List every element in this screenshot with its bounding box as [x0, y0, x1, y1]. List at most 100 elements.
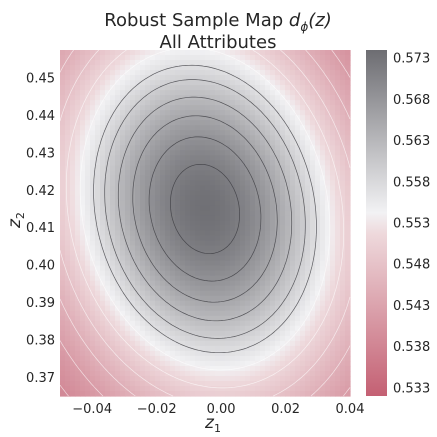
heatmap-cell	[110, 385, 116, 392]
heatmap-cell	[295, 55, 301, 61]
heatmap-cell	[110, 345, 116, 352]
heatmap-cell	[190, 290, 196, 297]
heatmap-cell	[190, 105, 196, 111]
heatmap-cell	[335, 335, 341, 342]
heatmap-cell	[75, 365, 81, 372]
heatmap-cell	[115, 275, 121, 282]
heatmap-cell	[115, 130, 121, 136]
heatmap-cell	[100, 240, 106, 247]
heatmap-cell	[205, 125, 211, 131]
heatmap-cell	[325, 70, 331, 76]
heatmap-cell	[90, 95, 96, 101]
heatmap-cell	[90, 175, 96, 181]
colorbar-tick-label: 0.553	[393, 217, 430, 232]
heatmap-cell	[95, 230, 101, 237]
heatmap-cell	[125, 135, 131, 141]
heatmap-cell	[115, 300, 121, 307]
heatmap-cell	[325, 145, 331, 151]
heatmap-cell	[190, 285, 196, 292]
heatmap-cell	[195, 310, 201, 317]
heatmap-cell	[325, 155, 331, 161]
heatmap-cell	[205, 275, 211, 282]
heatmap-cell	[80, 250, 86, 257]
heatmap-cell	[125, 295, 131, 302]
heatmap-cell	[150, 165, 156, 171]
heatmap-cell	[160, 265, 166, 272]
heatmap-cell	[285, 295, 291, 302]
heatmap-cell	[190, 315, 196, 322]
heatmap-cell	[60, 230, 66, 237]
heatmap-cell	[160, 185, 166, 191]
heatmap-cell	[70, 135, 76, 141]
heatmap-cell	[80, 65, 86, 71]
heatmap-cell	[215, 235, 221, 242]
heatmap-cell	[160, 180, 166, 186]
heatmap-cell	[195, 270, 201, 277]
heatmap-cell	[260, 290, 266, 297]
heatmap-cell	[65, 280, 71, 287]
heatmap-cell	[155, 90, 161, 96]
heatmap-cell	[170, 340, 176, 347]
heatmap-cell	[225, 130, 231, 136]
heatmap-cell	[320, 70, 326, 76]
heatmap-cell	[100, 345, 106, 352]
heatmap-cell	[75, 210, 81, 217]
heatmap-cell	[60, 260, 66, 267]
heatmap-cell	[275, 285, 281, 292]
heatmap-cell	[145, 135, 151, 141]
heatmap-cell	[105, 130, 111, 136]
contour-line	[117, 96, 293, 322]
heatmap-cell	[60, 275, 66, 282]
heatmap-cell	[200, 70, 206, 76]
heatmap-cell	[320, 360, 326, 367]
heatmap-cell	[115, 105, 121, 111]
heatmap-cell	[275, 205, 281, 212]
heatmap-cell	[255, 295, 261, 302]
heatmap-cell	[155, 235, 161, 242]
heatmap-cell	[230, 100, 236, 106]
heatmap-cell	[315, 350, 321, 357]
heatmap-cell	[310, 85, 316, 91]
heatmap-cell	[285, 190, 291, 197]
heatmap-cell	[205, 330, 211, 337]
heatmap-cell	[325, 185, 331, 191]
heatmap-cell	[70, 290, 76, 297]
heatmap-cell	[200, 230, 206, 237]
heatmap-cell	[165, 175, 171, 181]
heatmap-cell	[255, 305, 261, 312]
heatmap-cell	[315, 60, 321, 66]
heatmap-cell	[275, 210, 281, 217]
heatmap-cell	[245, 295, 251, 302]
heatmap-cell	[330, 150, 336, 156]
heatmap-cell	[310, 245, 316, 252]
heatmap-cell	[270, 230, 276, 237]
heatmap-cell	[245, 80, 251, 86]
heatmap-cell	[340, 310, 346, 317]
heatmap-cell	[130, 285, 136, 292]
heatmap-cell	[325, 65, 331, 71]
heatmap-cell	[185, 340, 191, 347]
heatmap-cell	[160, 310, 166, 317]
heatmap-cell	[200, 215, 206, 222]
heatmap-cell	[150, 280, 156, 287]
heatmap-cell	[295, 345, 301, 352]
heatmap-cell	[160, 115, 166, 121]
heatmap-cell	[245, 335, 251, 342]
heatmap-cell	[280, 385, 286, 392]
heatmap-cell	[90, 80, 96, 86]
heatmap-cell	[275, 295, 281, 302]
heatmap-cell	[310, 225, 316, 232]
heatmap-cell	[75, 70, 81, 76]
heatmap-cell	[280, 370, 286, 377]
heatmap-cell	[335, 95, 341, 101]
heatmap-cell	[160, 235, 166, 242]
heatmap-cell	[95, 380, 101, 387]
heatmap-cell	[240, 110, 246, 116]
heatmap-cell	[240, 265, 246, 272]
heatmap-cell	[210, 270, 216, 277]
heatmap-cell	[320, 370, 326, 377]
heatmap-cell	[90, 200, 96, 207]
heatmap-cell	[285, 180, 291, 186]
heatmap-cell	[180, 280, 186, 287]
heatmap-cell	[150, 160, 156, 166]
